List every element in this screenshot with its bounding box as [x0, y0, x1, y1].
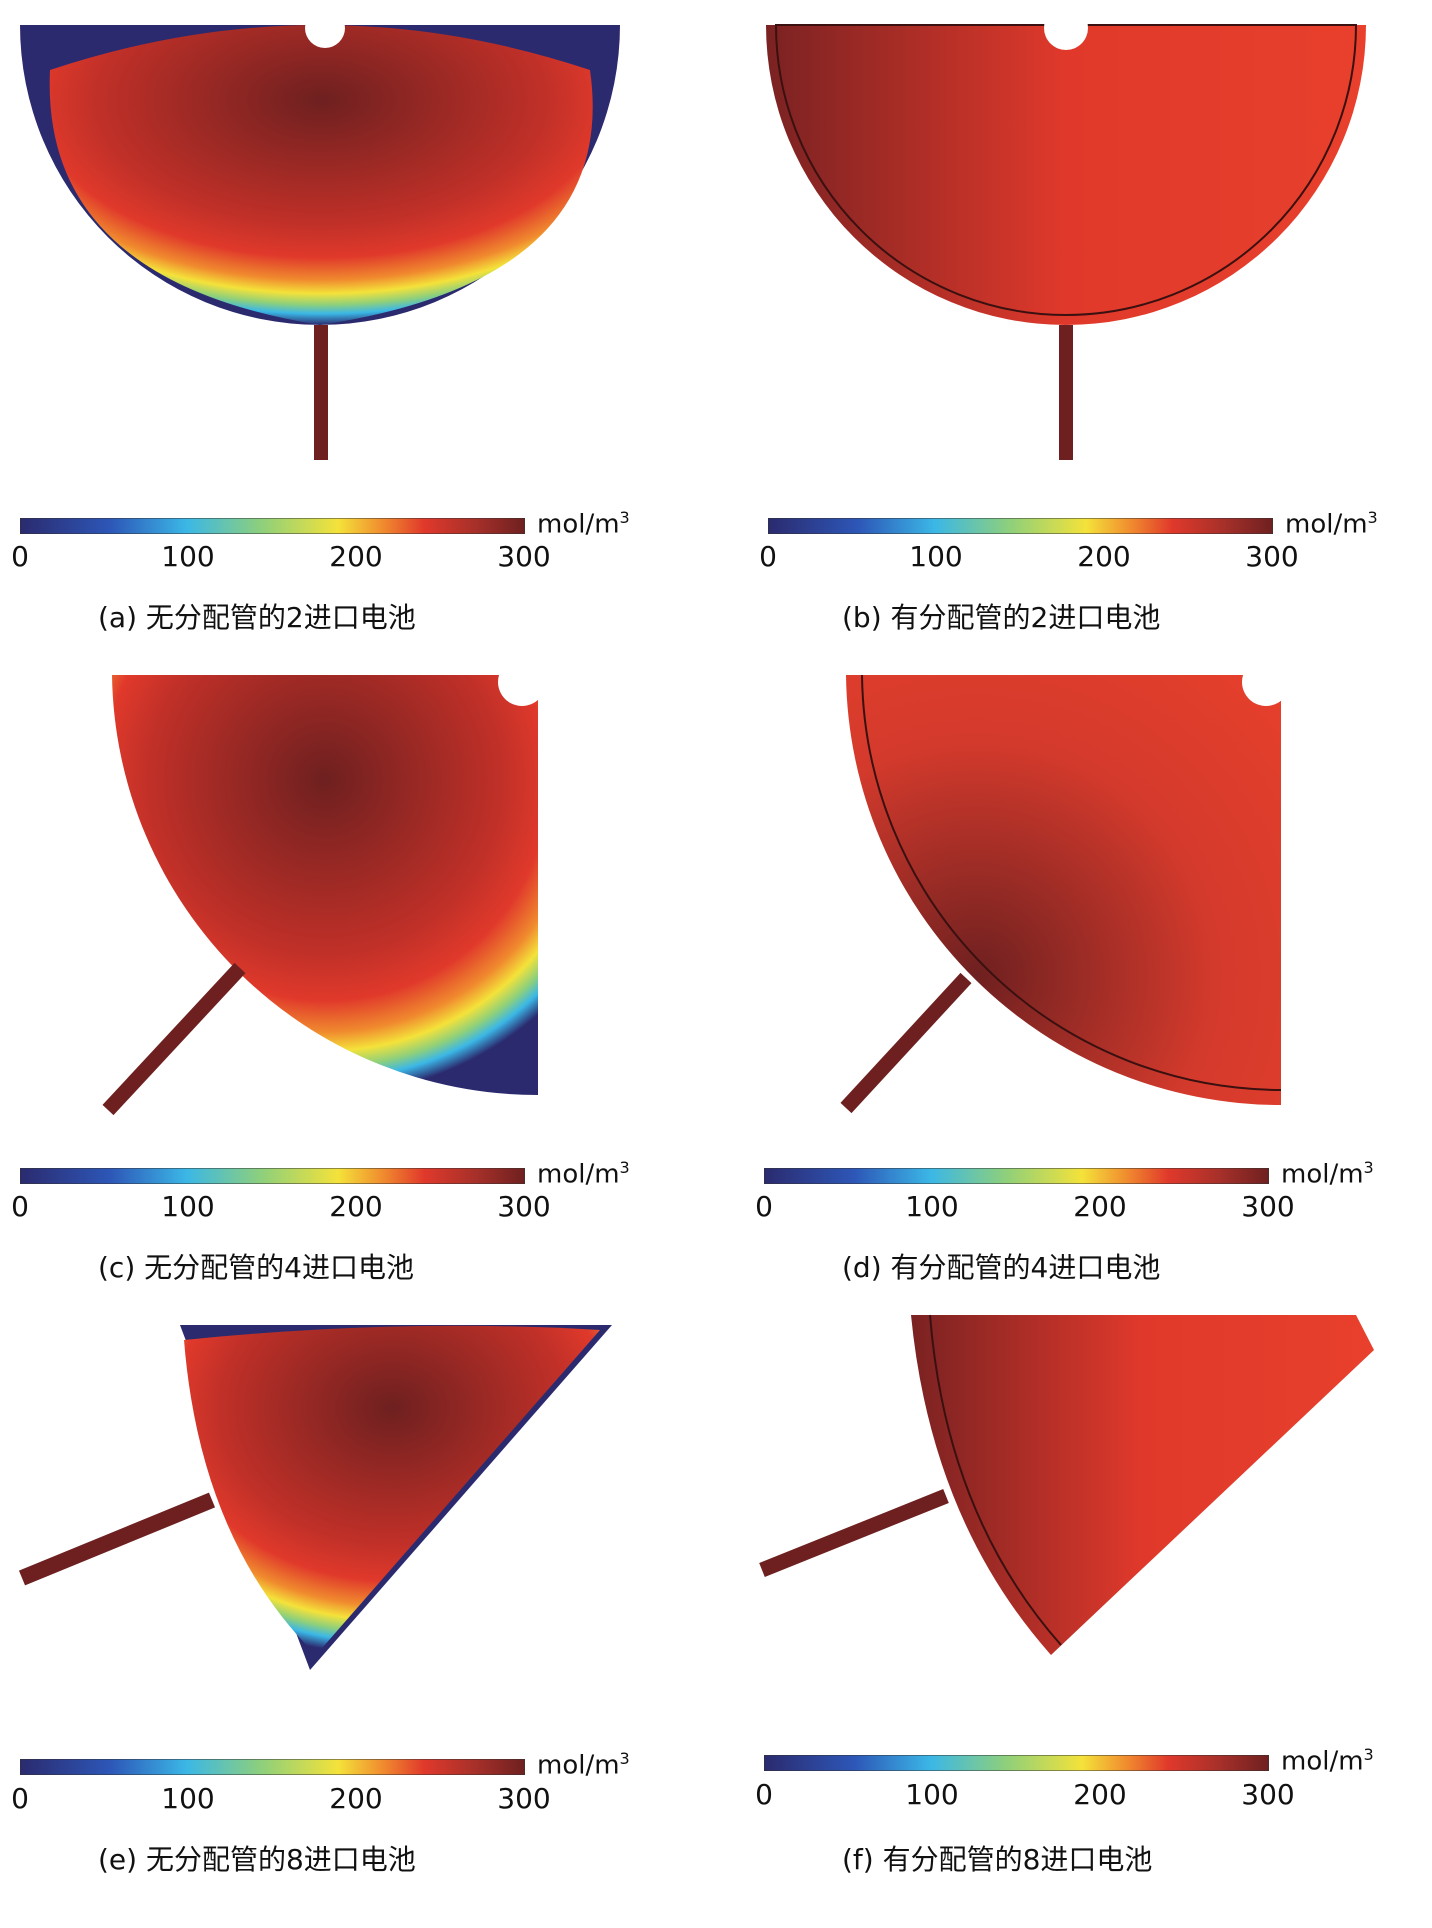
colorbar-unit: mol/m3 [1285, 508, 1378, 540]
colorbar-unit: mol/m3 [1281, 1745, 1374, 1777]
panel-b: mol/m3 0 100 200 300 (b) 有分配管的2进口电池 [716, 0, 1432, 634]
colorbar-unit: mol/m3 [537, 1749, 630, 1781]
concentration-field-c [102, 658, 546, 1116]
panel-a: mol/m3 0 100 200 300 (a) 无分配管的2进口电池 [0, 0, 716, 634]
caption-b: (b) 有分配管的2进口电池 [842, 601, 1161, 634]
colorbar [764, 1755, 1269, 1771]
panel-f: mol/m3 0 100 200 300 (f) 有分配管的8进口电池 [716, 1300, 1432, 1928]
panel-c: mol/m3 0 100 200 300 (c) 无分配管的4进口电池 [0, 650, 716, 1284]
tick-label: 200 [329, 1190, 383, 1223]
caption-f: (f) 有分配管的8进口电池 [842, 1843, 1153, 1876]
tick-label: 300 [497, 540, 551, 573]
tick-label: 100 [161, 1782, 215, 1815]
tick-label: 300 [497, 1782, 551, 1815]
tick-label: 300 [1241, 1778, 1295, 1811]
colorbar [20, 1168, 525, 1184]
caption-e: (e) 无分配管的8进口电池 [98, 1843, 416, 1876]
tick-label: 200 [329, 1782, 383, 1815]
tick-label: 200 [1073, 1190, 1127, 1223]
tick-label: 300 [1245, 540, 1299, 573]
tick-label: 0 [11, 1782, 29, 1815]
tick-label: 100 [161, 540, 215, 573]
caption-d: (d) 有分配管的4进口电池 [842, 1251, 1161, 1284]
tick-label: 300 [1241, 1190, 1295, 1223]
tick-label: 200 [1077, 540, 1131, 573]
tick-label: 200 [1073, 1778, 1127, 1811]
concentration-field-e [18, 1325, 612, 1670]
tick-label: 300 [497, 1190, 551, 1223]
tick-label: 200 [329, 540, 383, 573]
colorbar [764, 1168, 1269, 1184]
tick-label: 0 [11, 1190, 29, 1223]
concentration-field-a [20, 8, 620, 460]
concentration-field-d [840, 658, 1290, 1114]
tick-label: 100 [909, 540, 963, 573]
colorbar-unit: mol/m3 [537, 1158, 630, 1190]
colorbar [20, 1759, 525, 1775]
panel-d: mol/m3 0 100 200 300 (d) 有分配管的4进口电池 [716, 650, 1432, 1284]
colorbar [20, 518, 525, 534]
caption-c: (c) 无分配管的4进口电池 [98, 1251, 414, 1284]
concentration-field-b [766, 6, 1366, 460]
tick-label: 0 [755, 1190, 773, 1223]
concentration-field-f [759, 1314, 1374, 1655]
colorbar [768, 518, 1273, 534]
caption-a: (a) 无分配管的2进口电池 [98, 601, 416, 634]
tick-label: 0 [755, 1778, 773, 1811]
tick-label: 100 [905, 1778, 959, 1811]
tick-label: 0 [11, 540, 29, 573]
tick-label: 100 [905, 1190, 959, 1223]
tick-label: 0 [759, 540, 777, 573]
colorbar-unit: mol/m3 [537, 508, 630, 540]
panel-e: mol/m3 0 100 200 300 (e) 无分配管的8进口电池 [0, 1300, 716, 1928]
tick-label: 100 [161, 1190, 215, 1223]
colorbar-unit: mol/m3 [1281, 1158, 1374, 1190]
